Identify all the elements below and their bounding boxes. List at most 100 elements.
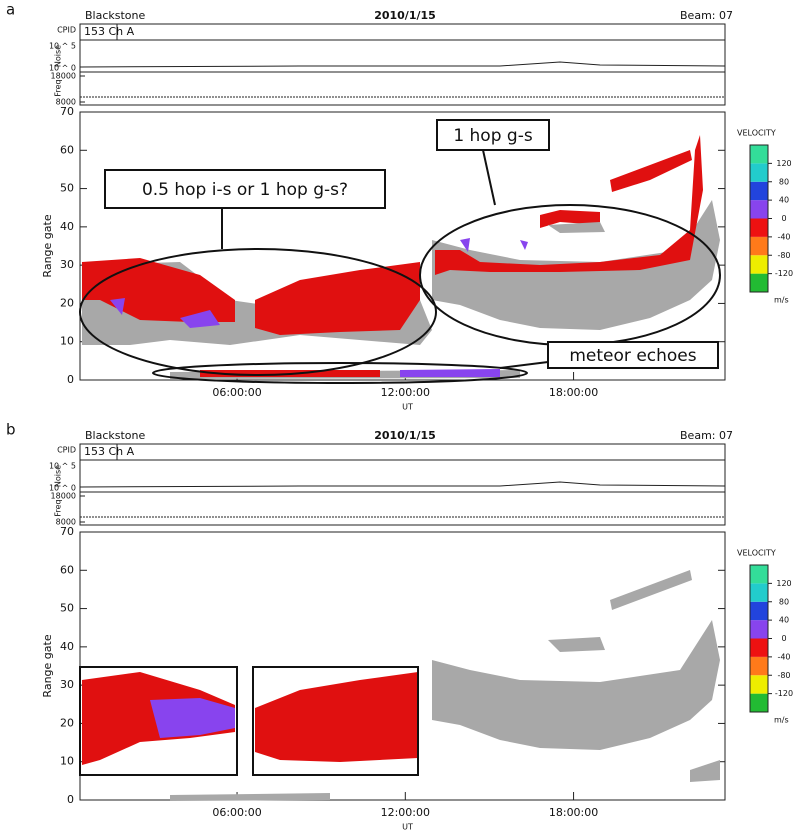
noise-trace: [79, 61, 726, 68]
y-tick-label: 40: [60, 220, 74, 233]
panel-label: b: [6, 421, 16, 439]
noise-panel: [79, 459, 726, 493]
colorbar-swatch: [750, 218, 768, 237]
colorbar-tick-label: -40: [777, 232, 790, 241]
colorbar-tick-label: -80: [777, 671, 790, 680]
colorbar-tick-label: -40: [777, 652, 790, 661]
cpid-row: [79, 23, 726, 41]
colorbar-swatch: [750, 601, 768, 621]
station: Blackstone: [85, 9, 146, 22]
date: 2010/1/15: [374, 429, 436, 442]
date: 2010/1/15: [374, 9, 436, 22]
freq-tick-label: 8000: [56, 518, 76, 527]
cpid-label: CPID: [57, 26, 76, 35]
x-axis-title: UT: [402, 403, 413, 412]
y-tick-label: 20: [60, 296, 74, 309]
y-tick-label: 10: [60, 335, 74, 348]
freq-panel: [79, 491, 726, 526]
colorbar-tick-label: 80: [779, 597, 789, 606]
cpid: 153 Ch A: [84, 445, 135, 458]
colorbar-swatch: [750, 565, 768, 584]
colorbar-swatch: [750, 200, 768, 219]
y-tick-label: 60: [60, 143, 74, 156]
y-tick-label: 0: [67, 373, 74, 386]
x-tick-label: 12:00:00: [381, 806, 430, 819]
y-tick-label: 50: [60, 602, 74, 615]
noise-tick-label: 10 ^ 5: [49, 42, 76, 51]
cpid-row: [79, 443, 726, 461]
noise-label: Noise: [54, 45, 63, 67]
y-tick-label: 70: [60, 105, 74, 118]
freq-tick-label: 18000: [51, 492, 76, 501]
y-axis-title: Range gate: [41, 634, 54, 697]
x-tick-label: 06:00:00: [212, 386, 261, 399]
panel-label: a: [6, 1, 15, 19]
colorbar-swatch: [750, 656, 768, 676]
freq-label: Freq: [54, 79, 63, 96]
colorbar-title: VELOCITY: [737, 129, 776, 138]
noise-panel: [79, 39, 726, 73]
colorbar-unit: m/s: [774, 296, 789, 305]
colorbar-tick-label: -120: [775, 689, 793, 698]
colorbar-swatch: [750, 273, 768, 292]
colorbar-tick-label: 80: [779, 177, 789, 186]
echoes-b: [82, 570, 720, 801]
panel: a Blackstone 2010/1/15 Beam: 07 CPID 153 Ch A…: [6, 1, 793, 412]
annotation: 1 hop g-s: [453, 126, 533, 146]
colorbar-tick-label: 120: [776, 579, 791, 588]
colorbar-tick-label: 0: [781, 214, 786, 223]
freq-label: Freq: [54, 499, 63, 516]
colorbar-swatch: [750, 638, 768, 657]
colorbar-swatch: [750, 693, 768, 712]
noise-tick-label: 10 ^ 0: [49, 484, 76, 493]
colorbar-tick-label: 0: [781, 634, 786, 643]
y-tick-label: 60: [60, 563, 74, 576]
x-tick-label: 06:00:00: [212, 806, 261, 819]
y-tick-label: 70: [60, 525, 74, 538]
beam: Beam: 07: [680, 9, 733, 22]
freq-tick-label: 8000: [56, 98, 76, 107]
colorbar-tick-label: 120: [776, 159, 791, 168]
freq-tick-label: 18000: [51, 72, 76, 81]
panel: b Blackstone 2010/1/15 Beam: 07 CPID 153 Ch A…: [6, 421, 793, 832]
colorbar-swatch: [750, 236, 768, 256]
y-axis-title: Range gate: [41, 214, 54, 277]
noise-label: Noise: [54, 465, 63, 487]
x-tick-label: 18:00:00: [549, 386, 598, 399]
y-tick-label: 40: [60, 640, 74, 653]
colorbar-swatch: [750, 620, 768, 639]
x-tick-label: 12:00:00: [381, 386, 430, 399]
colorbar-swatch: [750, 145, 768, 164]
annotation: 0.5 hop i-s or 1 hop g-s?: [142, 180, 348, 200]
noise-tick-label: 10 ^ 0: [49, 64, 76, 73]
plot-frame: [79, 111, 726, 381]
annotation: meteor echoes: [569, 346, 696, 366]
colorbar-swatch: [750, 583, 768, 602]
x-tick-label: 18:00:00: [549, 806, 598, 819]
y-tick-label: 30: [60, 678, 74, 691]
colorbar-swatch: [750, 163, 768, 182]
cpid: 153 Ch A: [84, 25, 135, 38]
colorbar-tick-label: -120: [775, 269, 793, 278]
y-tick-label: 10: [60, 755, 74, 768]
y-tick-label: 30: [60, 258, 74, 271]
cpid-label: CPID: [57, 446, 76, 455]
colorbar-swatch: [750, 675, 768, 694]
annotation-shapes: [79, 119, 721, 384]
colorbar-swatch: [750, 181, 768, 201]
colorbar-unit: m/s: [774, 716, 789, 725]
station: Blackstone: [85, 429, 146, 442]
y-tick-label: 50: [60, 182, 74, 195]
colorbar-tick-label: 40: [779, 196, 789, 205]
noise-tick-label: 10 ^ 5: [49, 462, 76, 471]
boxes-b: [79, 666, 419, 776]
colorbar-title: VELOCITY: [737, 549, 776, 558]
echoes-a: [82, 135, 720, 379]
freq-panel: [79, 71, 726, 106]
colorbar-tick-label: 40: [779, 616, 789, 625]
y-tick-label: 0: [67, 793, 74, 806]
x-axis-title: UT: [402, 823, 413, 832]
colorbar-swatch: [750, 255, 768, 274]
colorbar-tick-label: -80: [777, 251, 790, 260]
